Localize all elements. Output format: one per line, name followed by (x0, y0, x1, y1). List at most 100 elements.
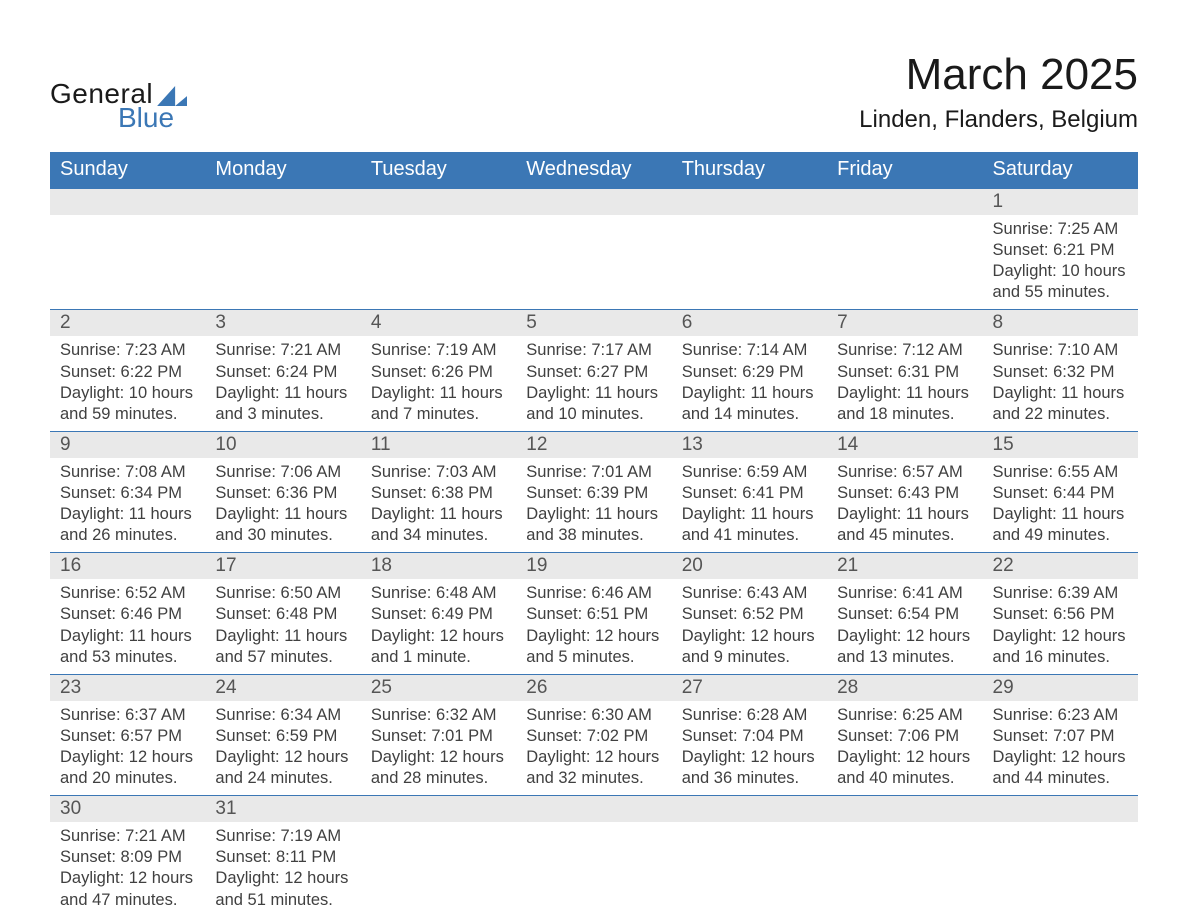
day-data-cell (672, 215, 827, 310)
day-data-cell: Sunrise: 6:46 AMSunset: 6:51 PMDaylight:… (516, 579, 671, 674)
daylight-text-1: Daylight: 11 hours (837, 383, 972, 404)
daylight-text-2: and 14 minutes. (682, 404, 817, 425)
day-data-row: Sunrise: 7:25 AMSunset: 6:21 PMDaylight:… (50, 215, 1138, 310)
day-number-cell (516, 796, 671, 823)
daylight-text-2: and 32 minutes. (526, 768, 661, 789)
sunrise-text: Sunrise: 7:03 AM (371, 462, 506, 483)
day-number-cell (983, 796, 1138, 823)
sunrise-text: Sunrise: 6:41 AM (837, 583, 972, 604)
daylight-text-2: and 41 minutes. (682, 525, 817, 546)
daylight-text-2: and 47 minutes. (60, 890, 195, 911)
day-data-cell (983, 822, 1138, 916)
sunrise-text: Sunrise: 7:17 AM (526, 340, 661, 361)
sunset-text: Sunset: 7:07 PM (993, 726, 1128, 747)
daylight-text-2: and 18 minutes. (837, 404, 972, 425)
sunrise-text: Sunrise: 7:21 AM (60, 826, 195, 847)
day-number-cell: 15 (983, 431, 1138, 458)
weekday-header: Tuesday (361, 152, 516, 188)
day-data-cell: Sunrise: 7:06 AMSunset: 6:36 PMDaylight:… (205, 458, 360, 553)
day-number-row: 23242526272829 (50, 674, 1138, 701)
day-data-cell (361, 822, 516, 916)
daylight-text-2: and 44 minutes. (993, 768, 1128, 789)
sunrise-text: Sunrise: 6:28 AM (682, 705, 817, 726)
day-number-cell: 28 (827, 674, 982, 701)
daylight-text-1: Daylight: 10 hours (60, 383, 195, 404)
day-data-cell (672, 822, 827, 916)
sunrise-text: Sunrise: 7:25 AM (993, 219, 1128, 240)
sunset-text: Sunset: 6:57 PM (60, 726, 195, 747)
sunset-text: Sunset: 8:11 PM (215, 847, 350, 868)
day-number-cell: 3 (205, 310, 360, 337)
sunrise-text: Sunrise: 6:34 AM (215, 705, 350, 726)
daylight-text-2: and 55 minutes. (993, 282, 1128, 303)
sunrise-text: Sunrise: 7:01 AM (526, 462, 661, 483)
sunset-text: Sunset: 6:36 PM (215, 483, 350, 504)
day-data-cell (827, 215, 982, 310)
daylight-text-2: and 13 minutes. (837, 647, 972, 668)
day-number-cell: 12 (516, 431, 671, 458)
daylight-text-1: Daylight: 12 hours (682, 626, 817, 647)
sunset-text: Sunset: 6:59 PM (215, 726, 350, 747)
daylight-text-1: Daylight: 12 hours (60, 868, 195, 889)
daylight-text-1: Daylight: 11 hours (60, 626, 195, 647)
daylight-text-2: and 28 minutes. (371, 768, 506, 789)
day-data-cell: Sunrise: 7:21 AMSunset: 8:09 PMDaylight:… (50, 822, 205, 916)
day-number-row: 2345678 (50, 310, 1138, 337)
sunrise-text: Sunrise: 6:43 AM (682, 583, 817, 604)
day-number-cell (361, 188, 516, 215)
day-number-cell: 8 (983, 310, 1138, 337)
day-data-cell: Sunrise: 7:14 AMSunset: 6:29 PMDaylight:… (672, 336, 827, 431)
day-data-cell (361, 215, 516, 310)
daylight-text-2: and 1 minute. (371, 647, 506, 668)
day-data-cell: Sunrise: 6:43 AMSunset: 6:52 PMDaylight:… (672, 579, 827, 674)
title-block: March 2025 Linden, Flanders, Belgium (859, 50, 1138, 134)
day-data-row: Sunrise: 7:21 AMSunset: 8:09 PMDaylight:… (50, 822, 1138, 916)
daylight-text-2: and 26 minutes. (60, 525, 195, 546)
day-data-cell: Sunrise: 7:25 AMSunset: 6:21 PMDaylight:… (983, 215, 1138, 310)
day-data-cell: Sunrise: 7:03 AMSunset: 6:38 PMDaylight:… (361, 458, 516, 553)
daylight-text-1: Daylight: 11 hours (682, 504, 817, 525)
day-data-cell: Sunrise: 6:48 AMSunset: 6:49 PMDaylight:… (361, 579, 516, 674)
weekday-header: Sunday (50, 152, 205, 188)
day-number-cell: 7 (827, 310, 982, 337)
day-data-cell: Sunrise: 6:52 AMSunset: 6:46 PMDaylight:… (50, 579, 205, 674)
day-data-cell: Sunrise: 7:23 AMSunset: 6:22 PMDaylight:… (50, 336, 205, 431)
day-number-cell: 23 (50, 674, 205, 701)
sunset-text: Sunset: 6:27 PM (526, 362, 661, 383)
day-data-cell: Sunrise: 6:34 AMSunset: 6:59 PMDaylight:… (205, 701, 360, 796)
day-number-cell: 21 (827, 553, 982, 580)
daylight-text-2: and 59 minutes. (60, 404, 195, 425)
day-number-cell: 1 (983, 188, 1138, 215)
day-data-cell: Sunrise: 7:12 AMSunset: 6:31 PMDaylight:… (827, 336, 982, 431)
daylight-text-1: Daylight: 11 hours (371, 383, 506, 404)
daylight-text-2: and 49 minutes. (993, 525, 1128, 546)
sunset-text: Sunset: 7:04 PM (682, 726, 817, 747)
daylight-text-2: and 22 minutes. (993, 404, 1128, 425)
daylight-text-2: and 53 minutes. (60, 647, 195, 668)
weekday-header: Monday (205, 152, 360, 188)
day-number-cell (827, 796, 982, 823)
day-number-cell (672, 796, 827, 823)
calendar-table: Sunday Monday Tuesday Wednesday Thursday… (50, 152, 1138, 917)
day-number-cell (516, 188, 671, 215)
sunrise-text: Sunrise: 6:37 AM (60, 705, 195, 726)
sunrise-text: Sunrise: 7:12 AM (837, 340, 972, 361)
day-data-cell: Sunrise: 6:50 AMSunset: 6:48 PMDaylight:… (205, 579, 360, 674)
sunrise-text: Sunrise: 6:46 AM (526, 583, 661, 604)
sunrise-text: Sunrise: 7:06 AM (215, 462, 350, 483)
daylight-text-2: and 20 minutes. (60, 768, 195, 789)
weekday-header: Wednesday (516, 152, 671, 188)
day-data-cell: Sunrise: 6:32 AMSunset: 7:01 PMDaylight:… (361, 701, 516, 796)
logo-triangle-icon (157, 86, 187, 106)
sunrise-text: Sunrise: 6:23 AM (993, 705, 1128, 726)
sunrise-text: Sunrise: 7:19 AM (215, 826, 350, 847)
sunrise-text: Sunrise: 7:21 AM (215, 340, 350, 361)
daylight-text-1: Daylight: 10 hours (993, 261, 1128, 282)
day-number-cell (672, 188, 827, 215)
sunset-text: Sunset: 6:26 PM (371, 362, 506, 383)
sunset-text: Sunset: 7:06 PM (837, 726, 972, 747)
day-number-cell: 16 (50, 553, 205, 580)
sunrise-text: Sunrise: 7:10 AM (993, 340, 1128, 361)
daylight-text-1: Daylight: 12 hours (60, 747, 195, 768)
sunset-text: Sunset: 6:38 PM (371, 483, 506, 504)
